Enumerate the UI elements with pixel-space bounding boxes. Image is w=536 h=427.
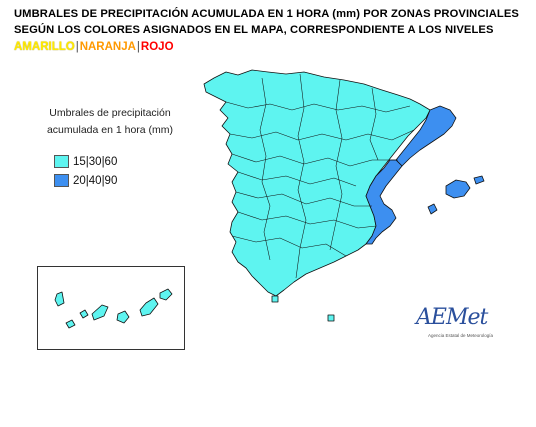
- warning-levels: AMARILLO|NARANJA|ROJO: [14, 41, 174, 53]
- aemet-logo-subtitle: Agencia Estatal de Meteorología: [428, 333, 494, 338]
- mallorca-zone: [445, 179, 471, 199]
- catalonia-coast-zone: [395, 105, 457, 167]
- legend-swatch-cyan: [54, 155, 69, 168]
- legend-item-high: 20|40|90: [54, 174, 117, 187]
- level-separator: |: [75, 41, 79, 53]
- menorca-zone: [473, 175, 485, 185]
- aemet-logo: AEMet Agencia Estatal de Meteorología: [414, 305, 494, 350]
- title-line-1: UMBRALES DE PRECIPITACIÓN ACUMULADA EN 1…: [14, 8, 519, 20]
- level-orange: NARANJA: [79, 41, 136, 53]
- legend-swatch-blue: [54, 174, 69, 187]
- fuerteventura-zone: [139, 297, 159, 317]
- hierro-zone: [65, 319, 76, 329]
- gomera-zone: [79, 309, 89, 319]
- melilla-zone: [327, 314, 335, 322]
- map-title: UMBRALES DE PRECIPITACIÓN ACUMULADA EN 1…: [14, 6, 524, 38]
- level-yellow: AMARILLO: [14, 41, 75, 53]
- ibiza-zone: [427, 203, 438, 215]
- lanzarote-zone: [159, 288, 173, 301]
- legend-title-line-2: acumulada en 1 hora (mm): [46, 124, 174, 136]
- legend-label: 20|40|90: [73, 174, 118, 187]
- gran-canaria-zone: [116, 310, 130, 324]
- peninsula-zone-area: [203, 69, 431, 297]
- level-separator: |: [136, 41, 140, 53]
- legend: Umbrales de precipitación acumulada en 1…: [30, 105, 190, 187]
- legend-title: Umbrales de precipitación acumulada en 1…: [30, 105, 190, 139]
- ceuta-zone: [271, 295, 279, 303]
- canary-islands-inset-box: [37, 266, 185, 350]
- valencia-coast-zone: [365, 159, 403, 245]
- legend-item-low: 15|30|60: [54, 155, 117, 168]
- level-red: ROJO: [140, 41, 174, 53]
- tenerife-zone: [91, 304, 109, 321]
- aemet-logo-text: AEMet: [416, 305, 488, 330]
- legend-label: 15|30|60: [73, 155, 118, 168]
- legend-title-line-1: Umbrales de precipitación: [49, 107, 171, 119]
- title-line-2: SEGÚN LOS COLORES ASIGNADOS EN EL MAPA, …: [14, 24, 494, 36]
- la-palma-zone: [54, 291, 65, 307]
